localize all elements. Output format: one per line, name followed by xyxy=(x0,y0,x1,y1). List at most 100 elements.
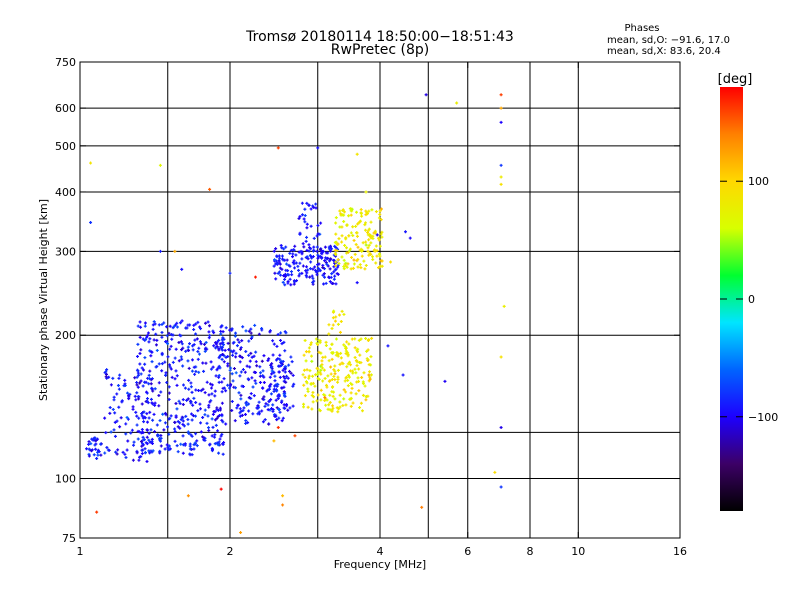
data-point xyxy=(336,322,340,326)
phases-stats-o: mean, sd,O: −91.6, 17.0 xyxy=(607,35,730,46)
data-point xyxy=(173,356,177,360)
data-point xyxy=(300,252,304,256)
data-point xyxy=(240,413,244,417)
data-point xyxy=(144,338,148,342)
data-point xyxy=(226,364,230,368)
data-point xyxy=(345,365,349,369)
data-point xyxy=(241,408,245,412)
data-point xyxy=(250,335,254,339)
data-point xyxy=(312,205,316,209)
data-point xyxy=(192,365,196,369)
data-point xyxy=(301,373,305,377)
data-point xyxy=(272,371,276,375)
data-point xyxy=(347,214,351,218)
data-point xyxy=(316,377,320,381)
data-point xyxy=(376,266,380,270)
data-point xyxy=(248,359,252,363)
data-point xyxy=(173,249,177,253)
data-point xyxy=(297,274,301,278)
data-point xyxy=(141,384,145,388)
data-point xyxy=(235,406,239,410)
data-point xyxy=(187,348,191,352)
data-point xyxy=(320,256,324,260)
data-point xyxy=(145,335,149,339)
data-point xyxy=(214,423,218,427)
data-point xyxy=(363,228,367,232)
data-point xyxy=(346,378,350,382)
data-point xyxy=(181,403,185,407)
grid-lines xyxy=(80,62,680,538)
data-point xyxy=(147,449,151,453)
data-point xyxy=(148,440,152,444)
data-point xyxy=(349,404,353,408)
colorbar-label: [deg] xyxy=(718,72,753,87)
data-point xyxy=(167,391,171,395)
data-point xyxy=(186,397,190,401)
data-point xyxy=(351,371,355,375)
data-point xyxy=(140,414,144,418)
y-tick-label: 400 xyxy=(55,186,76,199)
data-point xyxy=(252,354,256,358)
y-tick-label: 300 xyxy=(55,245,76,258)
data-point xyxy=(173,439,177,443)
data-point xyxy=(338,393,342,397)
data-point xyxy=(163,447,167,451)
data-point xyxy=(142,420,146,424)
data-point xyxy=(379,259,383,263)
data-point xyxy=(334,246,338,250)
data-point xyxy=(230,399,234,403)
data-point xyxy=(293,244,297,248)
data-point xyxy=(282,394,286,398)
data-point xyxy=(149,428,153,432)
data-point xyxy=(340,225,344,229)
data-point xyxy=(243,413,247,417)
data-point xyxy=(157,381,161,385)
data-point xyxy=(365,357,369,361)
data-point xyxy=(357,338,361,342)
data-point xyxy=(349,369,353,373)
data-point xyxy=(344,390,348,394)
data-point xyxy=(499,485,503,489)
data-point xyxy=(213,418,217,422)
data-point xyxy=(349,381,353,385)
data-point xyxy=(174,402,178,406)
data-point xyxy=(364,243,368,247)
data-point xyxy=(224,355,228,359)
data-point xyxy=(335,242,339,246)
data-point xyxy=(180,319,184,323)
data-point xyxy=(360,376,364,380)
data-point xyxy=(173,377,177,381)
data-point xyxy=(268,330,272,334)
data-point xyxy=(276,394,280,398)
data-point xyxy=(147,340,151,344)
data-point xyxy=(305,368,309,372)
data-point xyxy=(194,370,198,374)
data-point xyxy=(334,240,338,244)
data-point xyxy=(275,389,279,393)
data-point xyxy=(181,422,185,426)
data-point xyxy=(302,405,306,409)
data-point xyxy=(367,243,371,247)
data-point xyxy=(283,349,287,353)
data-point xyxy=(344,376,348,380)
data-point xyxy=(136,429,140,433)
data-point xyxy=(174,369,178,373)
data-point xyxy=(177,399,181,403)
data-point xyxy=(275,344,279,348)
data-point xyxy=(379,218,383,222)
data-point xyxy=(330,327,334,331)
x-tick-label: 8 xyxy=(527,545,534,558)
data-point xyxy=(140,366,144,370)
data-point xyxy=(327,403,331,407)
data-point xyxy=(129,431,133,435)
data-point xyxy=(148,377,152,381)
data-point xyxy=(157,362,161,366)
data-point xyxy=(268,375,272,379)
data-point xyxy=(377,252,381,256)
data-point xyxy=(269,382,273,386)
data-points xyxy=(85,93,506,535)
data-point xyxy=(139,379,143,383)
data-point xyxy=(255,406,259,410)
data-point xyxy=(336,380,340,384)
data-point xyxy=(262,354,266,358)
